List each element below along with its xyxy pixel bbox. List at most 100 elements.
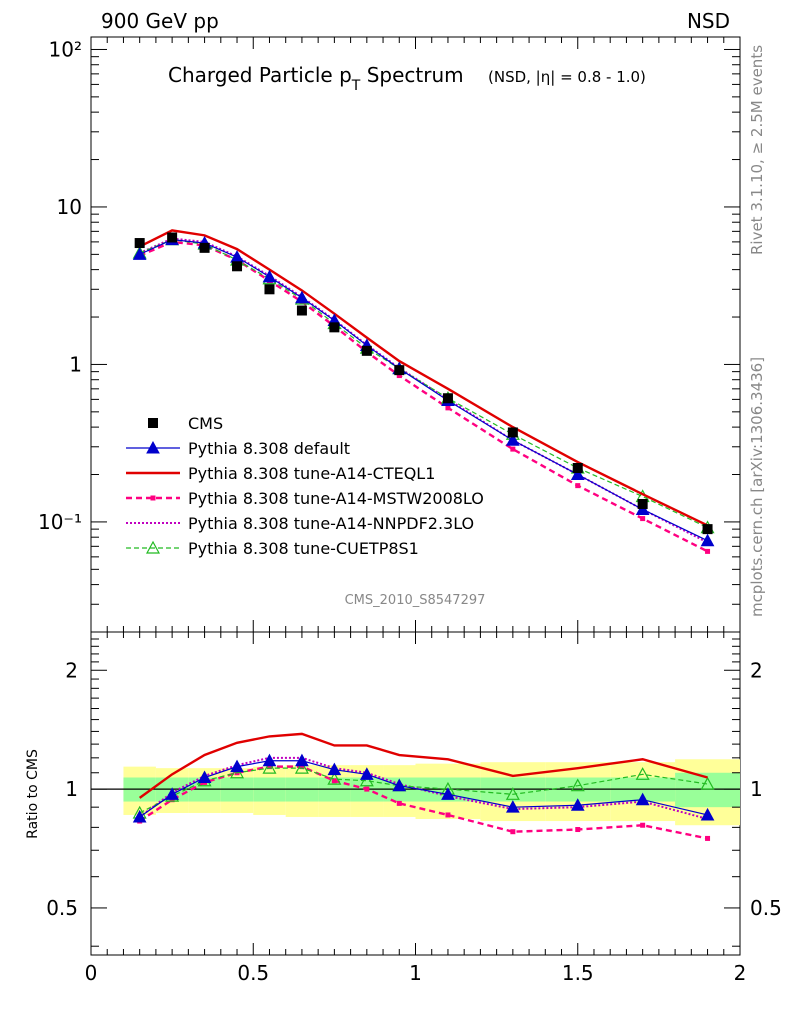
series-point: [295, 753, 309, 767]
x-tick-label: 0: [85, 961, 98, 985]
ratio-panel: [90, 631, 741, 956]
legend-label: Pythia 8.308 default: [188, 439, 350, 458]
data-point: [442, 393, 453, 404]
ratio-y-tick-label-right: 2: [750, 658, 763, 682]
series-point: [364, 786, 370, 792]
x-tick-label: 1.5: [562, 961, 594, 985]
series-point: [705, 835, 711, 841]
side-label-top: Rivet 3.1.10, ≥ 2.5M events: [748, 45, 766, 255]
series-point: [510, 446, 516, 452]
data-point: [329, 322, 340, 333]
series-point: [299, 764, 305, 770]
title-tail: Spectrum: [360, 63, 463, 87]
legend-label: Pythia 8.308 tune-CUETP8S1: [188, 539, 419, 558]
data-point: [702, 524, 713, 535]
ratio-y-tick-label: 1: [65, 777, 78, 801]
legend-marker: [150, 495, 156, 501]
series-line: [139, 229, 709, 527]
y-tick-label: 10²: [49, 37, 82, 61]
series-point: [327, 762, 342, 776]
series-point: [132, 809, 147, 823]
data-point: [394, 365, 405, 376]
series-point: [635, 792, 650, 806]
series-point: [396, 373, 402, 379]
series-line: [139, 760, 708, 818]
series-line: [139, 756, 708, 820]
series-point: [570, 778, 585, 792]
series-point: [392, 778, 407, 792]
data-point: [507, 427, 518, 438]
ratio-y-tick-label-right: 0.5: [750, 896, 782, 920]
plot-title: Charged Particle pT Spectrum: [168, 63, 464, 94]
series-point: [506, 800, 520, 813]
legend-swatch: [148, 418, 158, 428]
x-tick-label: 2: [734, 961, 747, 985]
ratio-y-tick-label: 2: [65, 658, 78, 682]
data-point: [199, 242, 210, 253]
title-main: Charged Particle p: [168, 63, 352, 87]
series-point: [266, 764, 272, 770]
series-point: [165, 787, 179, 800]
series-point: [640, 516, 646, 522]
process-label: NSD: [687, 9, 730, 33]
legend-label: CMS: [188, 414, 223, 433]
series-point: [230, 765, 245, 779]
data-point: [167, 232, 178, 243]
energy-label: 900 GeV pp: [101, 9, 219, 33]
data-point: [572, 462, 583, 473]
series-point: [132, 247, 147, 260]
series-point: [570, 467, 585, 481]
ratio-y-tick-label-right: 1: [750, 777, 763, 801]
title-cut: (NSD, |η| = 0.8 - 1.0): [488, 68, 646, 86]
series-point: [570, 798, 585, 811]
series-point: [700, 807, 715, 821]
data-point: [637, 498, 648, 509]
series-line: [139, 239, 708, 542]
x-tick-label: 0.5: [237, 961, 269, 985]
side-label-bottom: mcplots.cern.ch [arXiv:1306.3436]: [748, 357, 766, 617]
series-point: [396, 800, 402, 806]
series-point: [506, 433, 520, 446]
legend-label: Pythia 8.308 tune-A14-NNPDF2.3LO: [188, 514, 474, 533]
series-point: [510, 829, 516, 835]
legend-label: Pythia 8.308 tune-A14-MSTW2008LO: [188, 489, 484, 508]
series-point: [294, 760, 309, 774]
analysis-id: CMS_2010_S8547297: [345, 593, 486, 608]
series-point: [445, 812, 451, 818]
series-point: [445, 405, 451, 411]
series-point: [441, 787, 455, 800]
series-point: [635, 767, 650, 780]
data-point: [232, 261, 243, 272]
series-point: [575, 483, 581, 489]
series-point: [640, 822, 646, 828]
x-tick-label: 1: [409, 961, 422, 985]
spectrum-panel: [90, 36, 741, 633]
series-point: [295, 290, 309, 304]
series-point: [327, 771, 342, 785]
legend-marker: [146, 440, 160, 454]
legend-label: Pythia 8.308 tune-A14-CTEQL1: [188, 464, 435, 483]
y-tick-label: 10: [57, 195, 82, 219]
y-tick-label: 1: [69, 352, 82, 376]
series-point: [262, 753, 277, 767]
series-point: [262, 269, 277, 283]
legend-marker: [145, 540, 161, 554]
data-point: [296, 305, 307, 316]
ratio-y-tick-label: 0.5: [46, 896, 78, 920]
data-point: [134, 238, 145, 249]
series-line: [138, 732, 708, 799]
series-point: [700, 776, 715, 790]
series-point: [197, 770, 212, 784]
data-point: [264, 284, 275, 295]
series-point: [575, 827, 581, 833]
series-point: [359, 767, 374, 780]
series-point: [505, 787, 520, 800]
series-point: [700, 533, 715, 547]
title-subscript: T: [351, 78, 361, 94]
legend: CMS Pythia 8.308 default Pythia 8.308 tune…: [126, 414, 484, 558]
series-point: [262, 760, 277, 774]
series-point: [359, 773, 374, 787]
y-tick-label: 10⁻¹: [38, 510, 82, 534]
series-point: [331, 778, 337, 784]
